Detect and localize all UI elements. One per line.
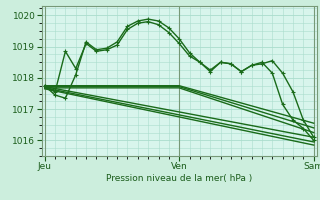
X-axis label: Pression niveau de la mer( hPa ): Pression niveau de la mer( hPa )	[106, 174, 252, 183]
